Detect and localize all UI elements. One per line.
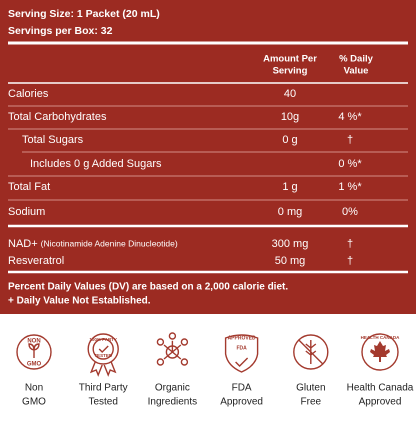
icon-text: 100% PARTY	[89, 337, 117, 342]
row-amount: 0 g	[282, 134, 297, 146]
badge-label: Tested	[88, 397, 117, 408]
badge-icon	[16, 334, 52, 370]
icon-shape	[98, 345, 109, 353]
badge-icon	[224, 334, 259, 373]
row-label: Total Carbohydrates	[8, 111, 107, 123]
badge-icon	[87, 333, 119, 377]
badge-icon	[156, 332, 189, 366]
row-daily-value: 4 %*	[338, 111, 362, 123]
col-head: Amount Per	[263, 54, 317, 65]
icon-shape	[16, 334, 52, 370]
footnote: + Daily Value Not Established.	[8, 296, 151, 307]
badge-label: FDA	[232, 383, 252, 394]
row-daily-value: 1 %*	[338, 181, 362, 193]
footnote: Percent Daily Values (DV) are based on a…	[8, 282, 288, 293]
row-label: Total Fat	[8, 181, 50, 193]
icon-shape	[370, 341, 390, 362]
row-label: Resveratrol	[8, 255, 64, 267]
icon-shape	[87, 333, 119, 365]
row-label: Includes 0 g Added Sugars	[30, 158, 162, 170]
badge-label: Organic	[155, 383, 190, 394]
badge-label: Approved	[359, 397, 402, 408]
badge-background	[0, 314, 416, 416]
row-daily-value: 0%	[342, 206, 358, 218]
icon-text: APPROVED	[228, 335, 256, 341]
row-amount: 10g	[281, 111, 299, 123]
badge-label: Third Party	[79, 383, 128, 394]
row-daily-value: 0 %*	[338, 158, 362, 170]
icon-shape	[180, 338, 189, 346]
badge-label: Free	[301, 397, 322, 408]
col-head: % Daily	[339, 54, 374, 65]
row-daily-value: †	[347, 134, 353, 146]
serving-size: Serving Size: 1 Packet (20 mL)	[8, 8, 160, 20]
icon-shape	[156, 358, 165, 366]
servings-per-box: Servings per Box: 32	[8, 25, 113, 37]
badge-label: GMO	[22, 397, 46, 408]
icon-shape	[168, 332, 177, 340]
icon-shape	[293, 334, 329, 370]
icon-shape	[361, 333, 399, 371]
row-amount: 50 mg	[275, 255, 306, 267]
badge-label: Non	[25, 383, 43, 394]
badge-label: Gluten	[296, 383, 325, 394]
row-label: Sodium	[8, 206, 45, 218]
row-daily-value: †	[347, 255, 353, 267]
badge-icon	[293, 334, 329, 370]
icon-shape	[92, 338, 114, 360]
badge-label: Approved	[220, 397, 263, 408]
icon-text: FDA	[236, 345, 247, 351]
icon-text: GMO	[27, 362, 42, 368]
icon-shape	[235, 357, 249, 367]
icon-text: TESTED	[94, 353, 113, 358]
icon-shape	[224, 334, 259, 373]
icon-shape	[171, 344, 182, 353]
icon-shape	[180, 358, 189, 366]
icon-text: NON	[27, 339, 40, 345]
row-amount: 40	[284, 88, 296, 100]
row-label: Calories	[8, 88, 49, 100]
icon-shape	[156, 338, 165, 346]
icon-shape	[89, 361, 117, 377]
row-amount: 1 g	[282, 181, 297, 193]
badge-label: Ingredients	[148, 397, 197, 408]
row-label: Total Sugars	[22, 134, 84, 146]
row-label-note: (Nicotinamide Adenine Dinucleotide)	[41, 238, 178, 248]
icon-shape	[163, 344, 173, 353]
row-label: NAD+	[8, 238, 38, 250]
badge-label: Health Canada	[347, 383, 414, 394]
row-daily-value: †	[347, 238, 353, 250]
badge-icon	[361, 333, 399, 371]
col-head: Value	[344, 66, 369, 77]
icon-text: HEALTH CANADA	[361, 335, 400, 340]
panel-background	[0, 0, 416, 314]
row-amount: 0 mg	[278, 206, 302, 218]
row-amount: 300 mg	[272, 238, 309, 250]
icon-shape	[171, 351, 182, 360]
icon-shape	[28, 343, 40, 358]
icon-shape	[163, 351, 173, 360]
icon-shape	[305, 340, 317, 364]
col-head: Serving	[273, 66, 308, 77]
